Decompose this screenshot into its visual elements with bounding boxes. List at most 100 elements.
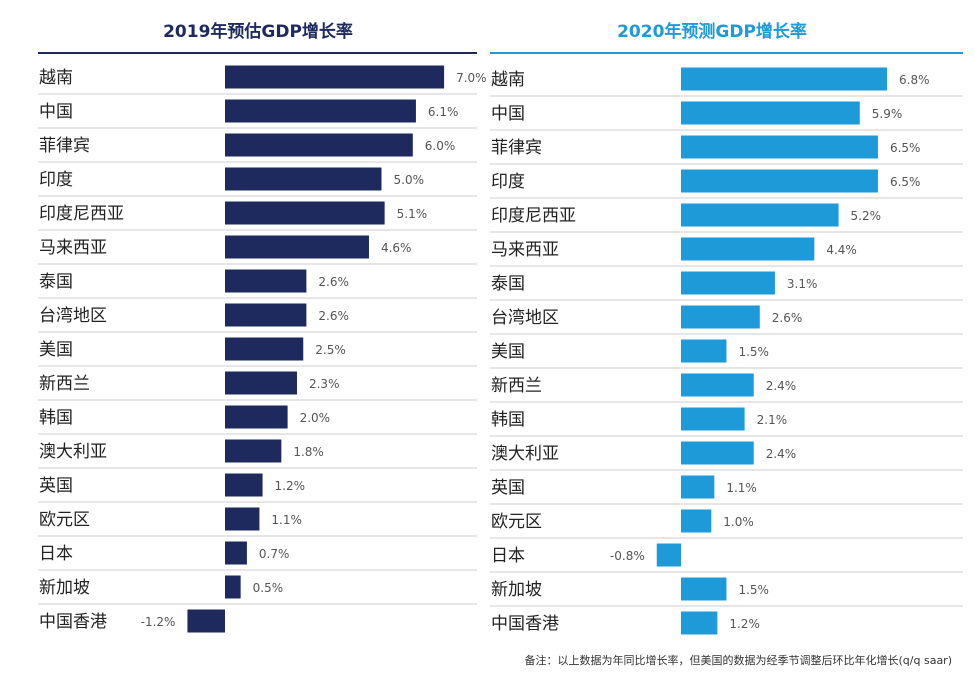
bar [225,167,382,191]
category-label: 中国 [39,102,73,122]
bar [681,169,878,193]
value-label: 1.2% [275,479,306,493]
bar [681,305,760,329]
category-label: 马来西亚 [39,238,107,258]
category-label: 越南 [491,70,525,90]
value-label: 2.6% [318,309,349,323]
category-label: 印度尼西亚 [491,206,576,226]
value-label: 1.1% [726,481,757,495]
category-label: 韩国 [39,408,73,428]
bar [681,475,715,499]
value-label: 0.5% [253,581,284,595]
category-label: 台湾地区 [39,306,107,326]
bar [225,65,445,89]
chart-title: 2020年预测GDP增长率 [617,21,807,42]
category-label: 新西兰 [491,376,542,396]
bar [225,575,241,599]
bar [225,303,307,327]
bar [225,473,263,497]
bar [225,235,369,259]
value-label: 1.0% [723,515,754,529]
bar [187,609,225,633]
value-label: 4.6% [381,241,412,255]
category-label: 菲律宾 [39,136,90,156]
value-label: 1.1% [271,513,302,527]
category-label: 美国 [491,342,525,362]
category-label: 欧元区 [39,510,90,530]
value-label: -0.8% [610,549,645,563]
bar [681,135,878,159]
value-label: 5.0% [394,173,425,187]
category-label: 台湾地区 [491,308,559,328]
category-label: 泰国 [39,272,73,292]
bar [681,407,745,431]
bar [656,543,681,567]
value-label: -1.2% [141,615,176,629]
value-label: 6.8% [899,73,930,87]
category-label: 中国香港 [39,612,107,632]
value-label: 3.1% [787,277,818,291]
bar [225,541,247,565]
bar [225,405,288,429]
value-label: 1.2% [729,617,760,631]
category-label: 中国香港 [491,614,559,634]
value-label: 2.0% [300,411,331,425]
value-label: 6.5% [890,175,921,189]
value-label: 1.5% [738,583,769,597]
category-label: 印度 [39,170,73,190]
category-label: 美国 [39,340,73,360]
category-label: 日本 [491,546,525,566]
category-label: 菲律宾 [491,138,542,158]
category-label: 印度 [491,172,525,192]
bar [681,101,860,125]
category-label: 韩国 [491,410,525,430]
bar [681,271,775,295]
value-label: 2.5% [315,343,346,357]
bar [681,509,712,533]
bar [225,201,385,225]
category-label: 印度尼西亚 [39,204,124,224]
value-label: 6.5% [890,141,921,155]
value-label: 4.4% [826,243,857,257]
bar [225,269,307,293]
category-label: 欧元区 [491,512,542,532]
bar [225,371,297,395]
value-label: 0.7% [259,547,290,561]
bar [681,373,754,397]
value-label: 2.1% [757,413,788,427]
bar [681,611,718,635]
value-label: 5.1% [397,207,428,221]
value-label: 7.0% [456,71,487,85]
bar [225,133,413,157]
bar [681,441,754,465]
value-label: 1.5% [738,345,769,359]
category-label: 越南 [39,68,73,88]
bar [681,577,727,601]
value-label: 1.8% [293,445,324,459]
value-label: 2.6% [772,311,803,325]
bar [225,507,260,531]
bar [225,337,304,361]
category-label: 新加坡 [491,580,542,600]
category-label: 澳大利亚 [491,444,559,464]
category-label: 日本 [39,544,73,564]
footnote: 备注：以上数据为年同比增长率，但美国的数据为经季节调整后环比年化增长(q/q s… [524,654,952,667]
value-label: 2.4% [766,447,797,461]
value-label: 2.6% [318,275,349,289]
category-label: 新西兰 [39,374,90,394]
bar [681,203,839,227]
value-label: 5.2% [851,209,882,223]
category-label: 澳大利亚 [39,442,107,462]
category-label: 英国 [39,476,73,496]
category-label: 新加坡 [39,578,90,598]
bar [681,339,727,363]
bar [681,237,815,261]
value-label: 2.3% [309,377,340,391]
value-label: 2.4% [766,379,797,393]
category-label: 中国 [491,104,525,124]
bar [225,439,282,463]
bar [681,67,888,91]
chart-title: 2019年预估GDP增长率 [163,21,353,42]
